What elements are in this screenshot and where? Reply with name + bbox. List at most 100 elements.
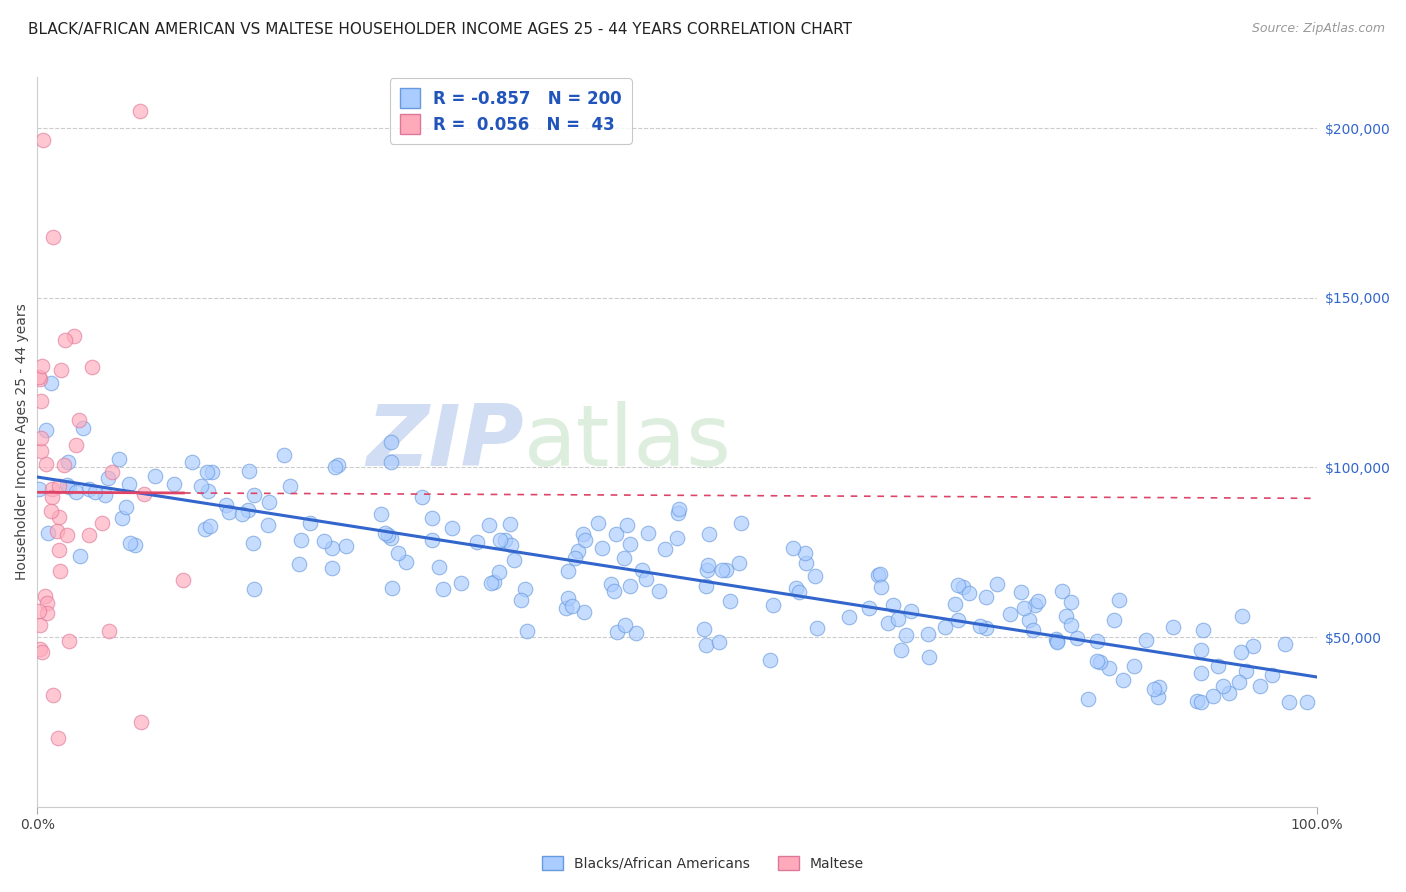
Point — [974, 590, 997, 604]
Point — [65, 484, 87, 499]
Point — [238, 464, 260, 478]
Point — [502, 552, 524, 566]
Point — [243, 582, 266, 596]
Point — [588, 516, 610, 530]
Point — [41, 230, 63, 244]
Point — [495, 533, 517, 548]
Point — [34, 590, 56, 604]
Point — [180, 455, 202, 469]
Point — [785, 581, 807, 595]
Point — [499, 517, 522, 532]
Point — [654, 542, 676, 557]
Point — [1185, 694, 1208, 708]
Point — [1066, 631, 1088, 645]
Point — [619, 537, 641, 551]
Point — [957, 586, 980, 600]
Point — [1108, 593, 1130, 607]
Point — [380, 531, 402, 545]
Point — [134, 487, 156, 501]
Point — [1000, 607, 1022, 622]
Point — [1232, 608, 1254, 623]
Point — [1050, 584, 1073, 599]
Point — [49, 362, 72, 376]
Point — [117, 476, 139, 491]
Point — [288, 558, 311, 572]
Point — [917, 627, 939, 641]
Point — [98, 624, 121, 638]
Point — [30, 642, 52, 657]
Point — [1147, 681, 1170, 695]
Point — [1230, 645, 1253, 659]
Point — [804, 568, 827, 582]
Point — [882, 599, 904, 613]
Point — [1274, 637, 1296, 651]
Point — [789, 585, 811, 599]
Point — [707, 635, 730, 649]
Point — [619, 579, 641, 593]
Point — [328, 458, 350, 472]
Point — [488, 565, 510, 579]
Point — [868, 568, 890, 582]
Point — [887, 612, 910, 626]
Point — [637, 525, 659, 540]
Point — [1046, 635, 1069, 649]
Point — [387, 546, 409, 560]
Point — [1045, 632, 1067, 646]
Point — [782, 541, 804, 555]
Point — [32, 133, 55, 147]
Point — [242, 536, 264, 550]
Point — [946, 613, 969, 627]
Point — [172, 573, 194, 587]
Point — [242, 488, 264, 502]
Point — [56, 455, 79, 469]
Point — [214, 498, 236, 512]
Point — [934, 620, 956, 634]
Point — [858, 601, 880, 615]
Point — [890, 643, 912, 657]
Point — [49, 564, 72, 578]
Point — [759, 653, 782, 667]
Point — [1143, 681, 1166, 696]
Point — [77, 528, 100, 542]
Point — [53, 458, 76, 472]
Point — [65, 438, 87, 452]
Point — [129, 104, 152, 119]
Point — [952, 580, 974, 594]
Point — [574, 533, 596, 548]
Point — [1146, 690, 1168, 705]
Point — [46, 524, 69, 538]
Point — [35, 596, 58, 610]
Point — [48, 543, 70, 558]
Point — [163, 477, 186, 491]
Point — [1261, 668, 1284, 682]
Point — [1046, 633, 1069, 648]
Point — [489, 533, 512, 547]
Point — [634, 572, 657, 586]
Point — [1218, 686, 1240, 700]
Point — [572, 527, 595, 541]
Point — [28, 618, 51, 632]
Point — [94, 488, 117, 502]
Point — [395, 555, 418, 569]
Point — [1022, 623, 1045, 637]
Point — [695, 638, 717, 652]
Point — [1206, 659, 1229, 673]
Point — [718, 594, 741, 608]
Point — [1135, 633, 1157, 648]
Point — [793, 546, 815, 560]
Point — [1054, 609, 1077, 624]
Point — [129, 714, 152, 729]
Point — [422, 533, 444, 547]
Point — [201, 465, 224, 479]
Point — [28, 372, 51, 386]
Point — [465, 535, 488, 549]
Point — [1060, 618, 1083, 632]
Point — [1161, 620, 1184, 634]
Point — [877, 615, 900, 630]
Point — [510, 593, 533, 607]
Point — [58, 480, 80, 494]
Point — [918, 650, 941, 665]
Point — [450, 576, 472, 591]
Point — [869, 567, 891, 582]
Point — [194, 522, 217, 536]
